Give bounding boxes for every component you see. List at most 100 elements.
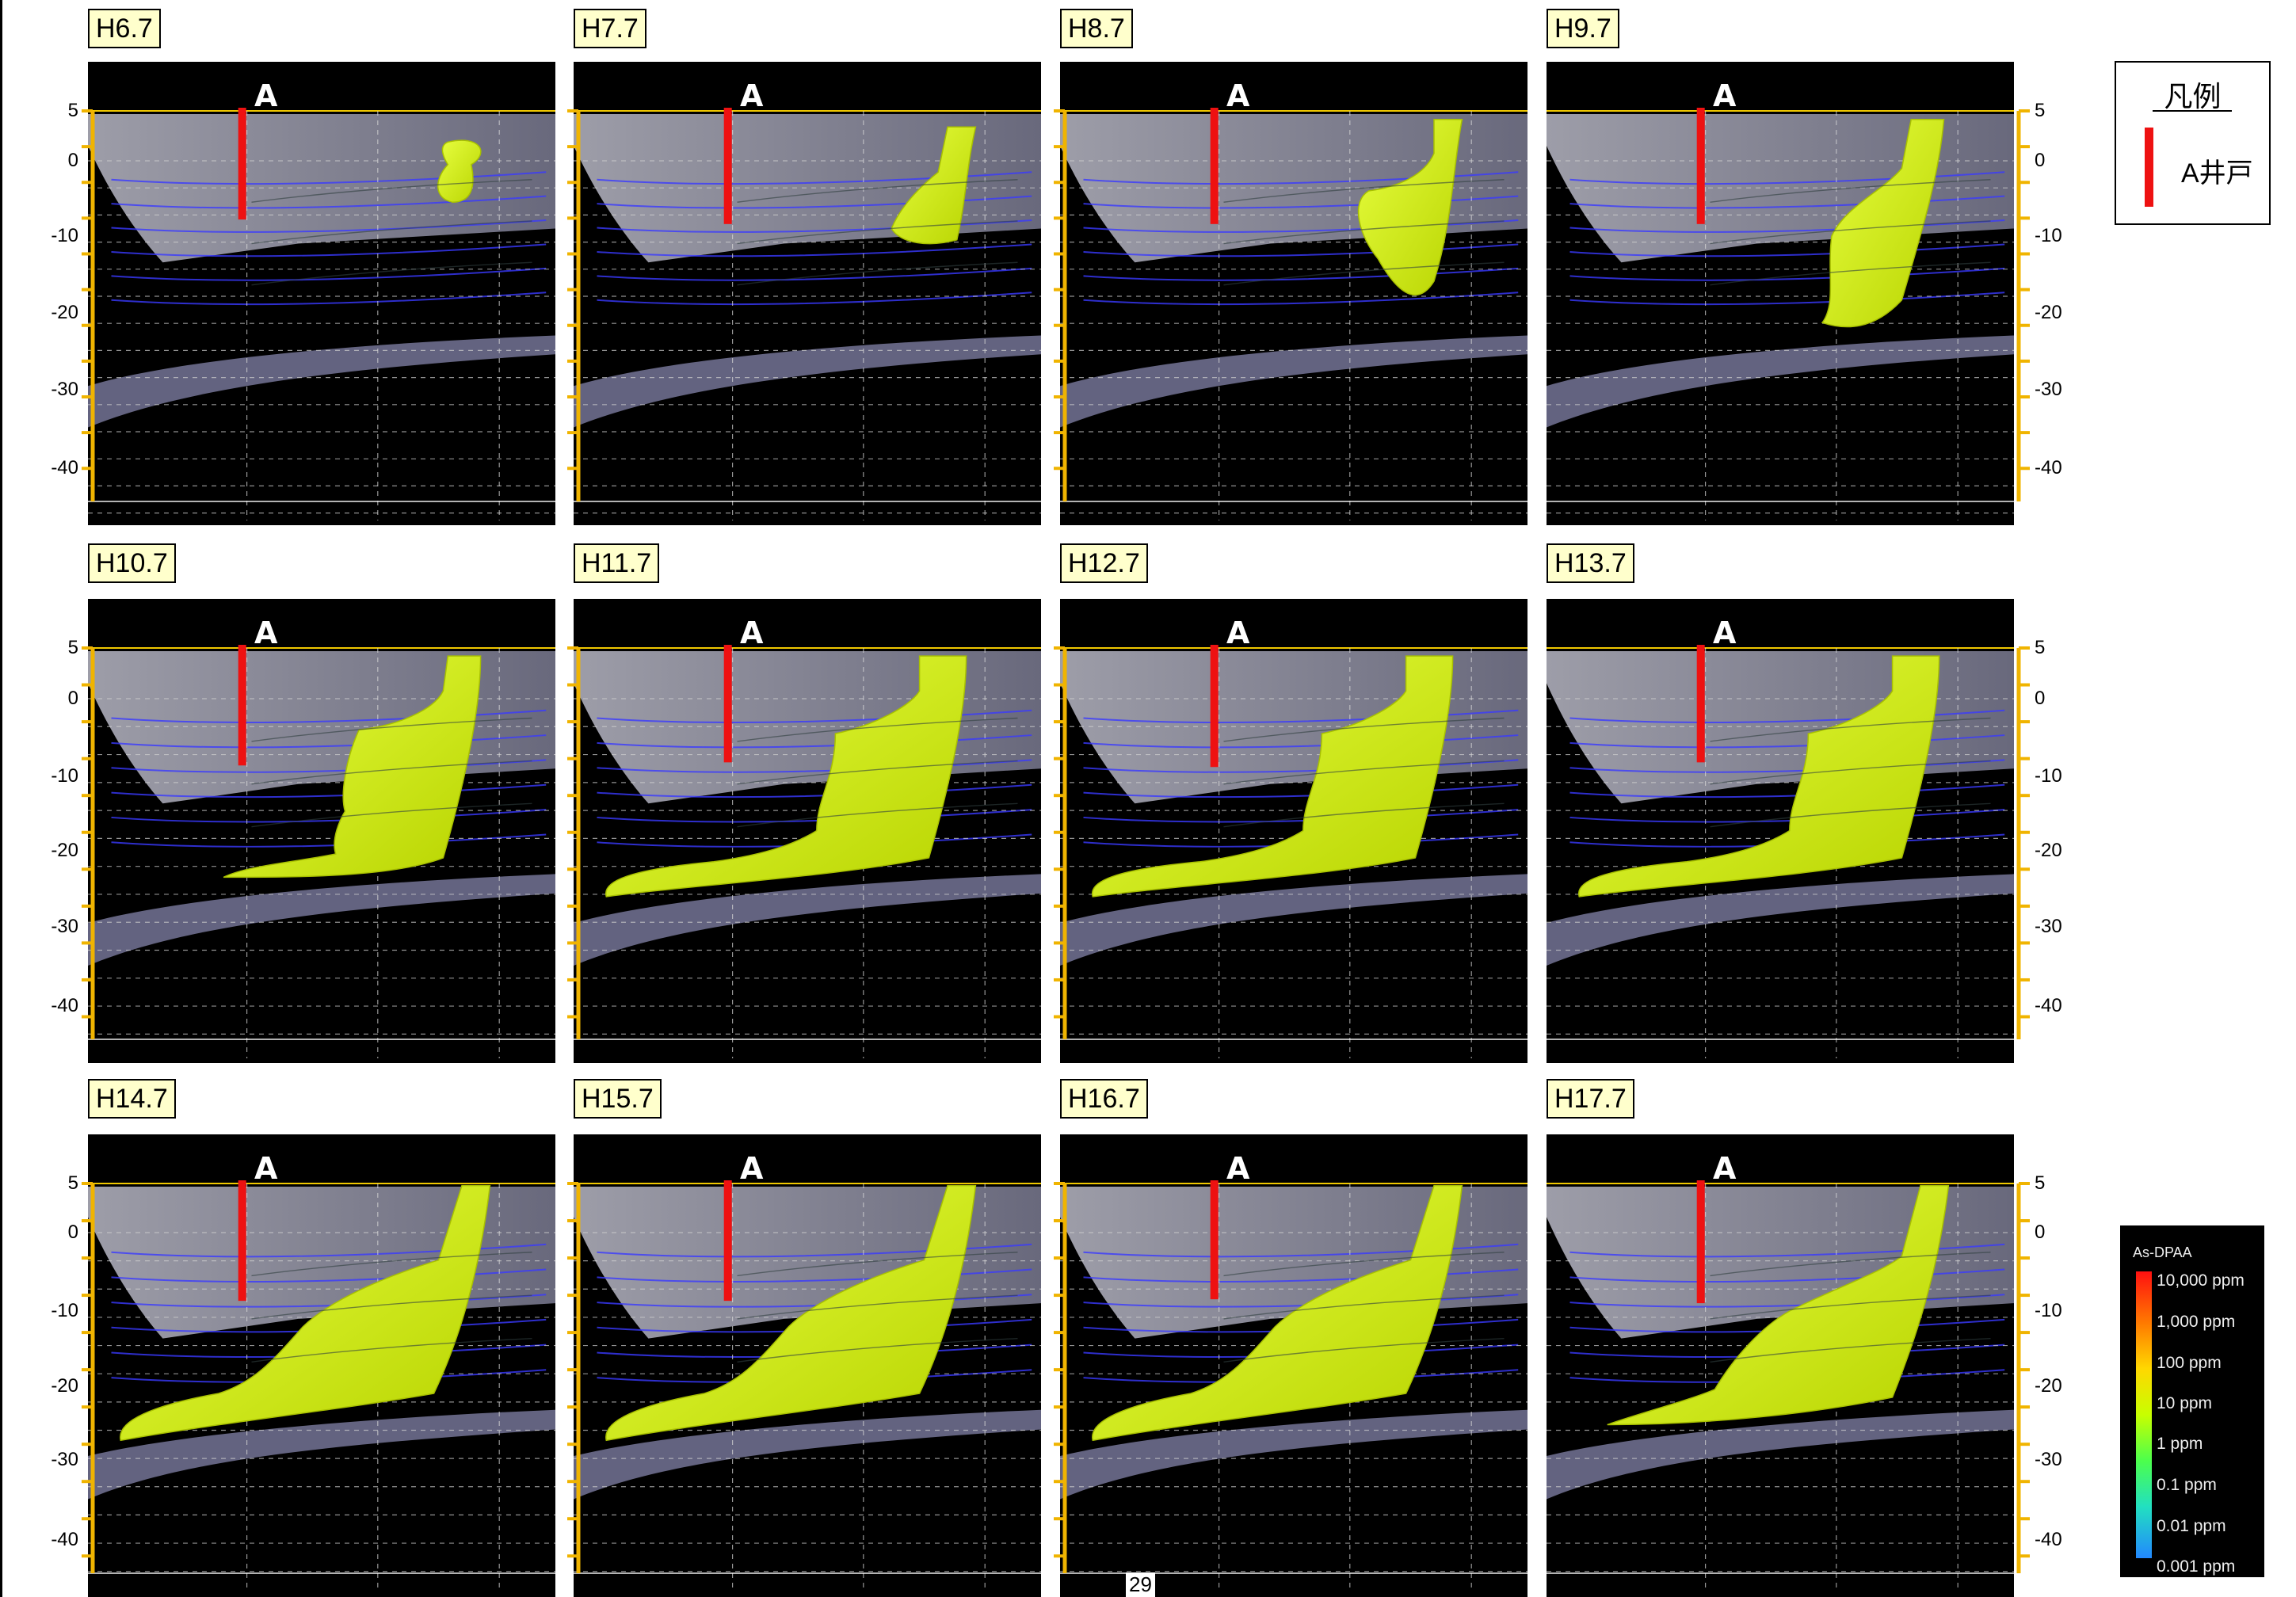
deep-stratum (88, 874, 555, 966)
contour-line (1223, 1252, 1505, 1277)
depth-tick-label: -30 (51, 379, 78, 400)
mesh-line (111, 292, 547, 306)
depth-tick-label: 5 (67, 1172, 78, 1194)
plume-panel: A (1054, 599, 1527, 1063)
depth-tick-label: -30 (2035, 379, 2062, 400)
depth-tick-label: -20 (2035, 302, 2062, 323)
mesh-line (1083, 267, 1519, 281)
contour-line (737, 179, 1018, 203)
mesh-line (1083, 292, 1519, 306)
mesh-line (1083, 243, 1519, 257)
deep-stratum (1060, 874, 1527, 966)
depth-tick-label: -30 (2035, 916, 2062, 937)
contour-line (251, 1294, 532, 1320)
panel-year-label: H16.7 (1060, 1079, 1148, 1119)
colorbar-title: As-DPAA (2133, 1244, 2192, 1260)
well-a-marker (238, 1180, 246, 1302)
panel-year-label: H10.7 (88, 543, 176, 583)
depth-tick-label: -10 (2035, 1300, 2062, 1321)
contaminant-plume (1091, 655, 1454, 898)
depth-tick-label: -10 (2035, 765, 2062, 787)
contour-line (1710, 1294, 1991, 1320)
contour-line (737, 220, 1018, 245)
depth-tick-label: -20 (51, 302, 78, 323)
plume-panel: A (1547, 1134, 2030, 1597)
contour-line (737, 261, 1018, 286)
depth-tick-label: -40 (2035, 995, 2062, 1016)
mesh-line (1083, 759, 1519, 773)
contour-line (1710, 717, 1991, 742)
mesh-line (1083, 809, 1519, 823)
mesh-line (111, 783, 547, 798)
contour-line (1710, 220, 1991, 245)
well-a-marker (1696, 108, 1705, 224)
mesh-line (111, 759, 547, 773)
depth-tick-label: 0 (67, 150, 78, 171)
plume-panel: A (567, 599, 1041, 1063)
mesh-line (1569, 195, 2005, 209)
depth-tick-label: 5 (67, 637, 78, 658)
mesh-line (111, 1294, 547, 1308)
mesh-line (1083, 1294, 1519, 1308)
depth-tick-label: 5 (2035, 1172, 2046, 1194)
contour-line (251, 760, 532, 785)
section-marker-a: A (1713, 1151, 1737, 1186)
contour-line (737, 1252, 1018, 1277)
contaminant-plume (1607, 1184, 1950, 1426)
depth-tick-label: -20 (2035, 840, 2062, 861)
contour-line (737, 1337, 1018, 1363)
terrain-surface (88, 114, 555, 263)
contour-line (1223, 717, 1505, 742)
depth-tick-label: -40 (2035, 1529, 2062, 1550)
contour-line (251, 802, 532, 828)
panel-year-label: H15.7 (574, 1079, 662, 1119)
contaminant-plume (1821, 119, 1945, 328)
mesh-line (111, 219, 547, 233)
mesh-line (1569, 809, 2005, 823)
colorbar-label: 0.001 ppm (2157, 1557, 2236, 1576)
mesh-line (1569, 267, 2005, 281)
colorbar-label: 10,000 ppm (2157, 1271, 2245, 1290)
deep-stratum (88, 335, 555, 428)
contaminant-plume (891, 126, 977, 245)
depth-tick-label: 0 (67, 688, 78, 709)
depth-tick-label: -30 (2035, 1449, 2062, 1470)
plume-panel: A (1547, 599, 2030, 1063)
deep-stratum (1547, 335, 2014, 428)
mesh-line (1569, 759, 2005, 773)
section-marker-a: A (254, 1151, 278, 1186)
legend-label-well: A井戸 (2181, 158, 2253, 189)
plume-panel: A (567, 62, 1041, 525)
mesh-line (1569, 783, 2005, 798)
legend-title: 凡例 (2164, 80, 2222, 112)
well-a-marker (1210, 1180, 1219, 1300)
contaminant-plume (120, 1184, 491, 1442)
contour-line (1710, 760, 1991, 785)
deep-stratum (1060, 1409, 1527, 1500)
contaminant-plume (1092, 1184, 1463, 1442)
mesh-line (1569, 734, 2005, 749)
mesh-line (1569, 243, 2005, 257)
section-marker-a: A (1713, 78, 1737, 113)
contaminant-plume (605, 1184, 977, 1442)
section-marker-a: A (740, 616, 764, 650)
depth-tick-label: 0 (2035, 150, 2046, 171)
section-marker-a: A (740, 1151, 764, 1186)
colorbar-label: 10 ppm (2157, 1394, 2213, 1412)
section-marker-a: A (254, 78, 278, 113)
contour-line (1223, 179, 1505, 203)
depth-tick-label: -40 (51, 995, 78, 1016)
mesh-line (597, 292, 1032, 306)
depth-tick-label: 0 (2035, 1222, 2046, 1243)
contour-line (251, 1337, 532, 1363)
panel-year-label: H11.7 (574, 543, 660, 583)
mesh-line (597, 243, 1032, 257)
deep-stratum (1547, 874, 2014, 966)
deep-stratum (1547, 1409, 2014, 1500)
contour-line (737, 760, 1018, 785)
contour-line (1223, 1337, 1505, 1363)
colorbar-label: 100 ppm (2157, 1354, 2222, 1372)
panel-year-label: H9.7 (1547, 9, 1619, 48)
contour-line (737, 1294, 1018, 1320)
contour-line (1710, 1337, 1991, 1363)
